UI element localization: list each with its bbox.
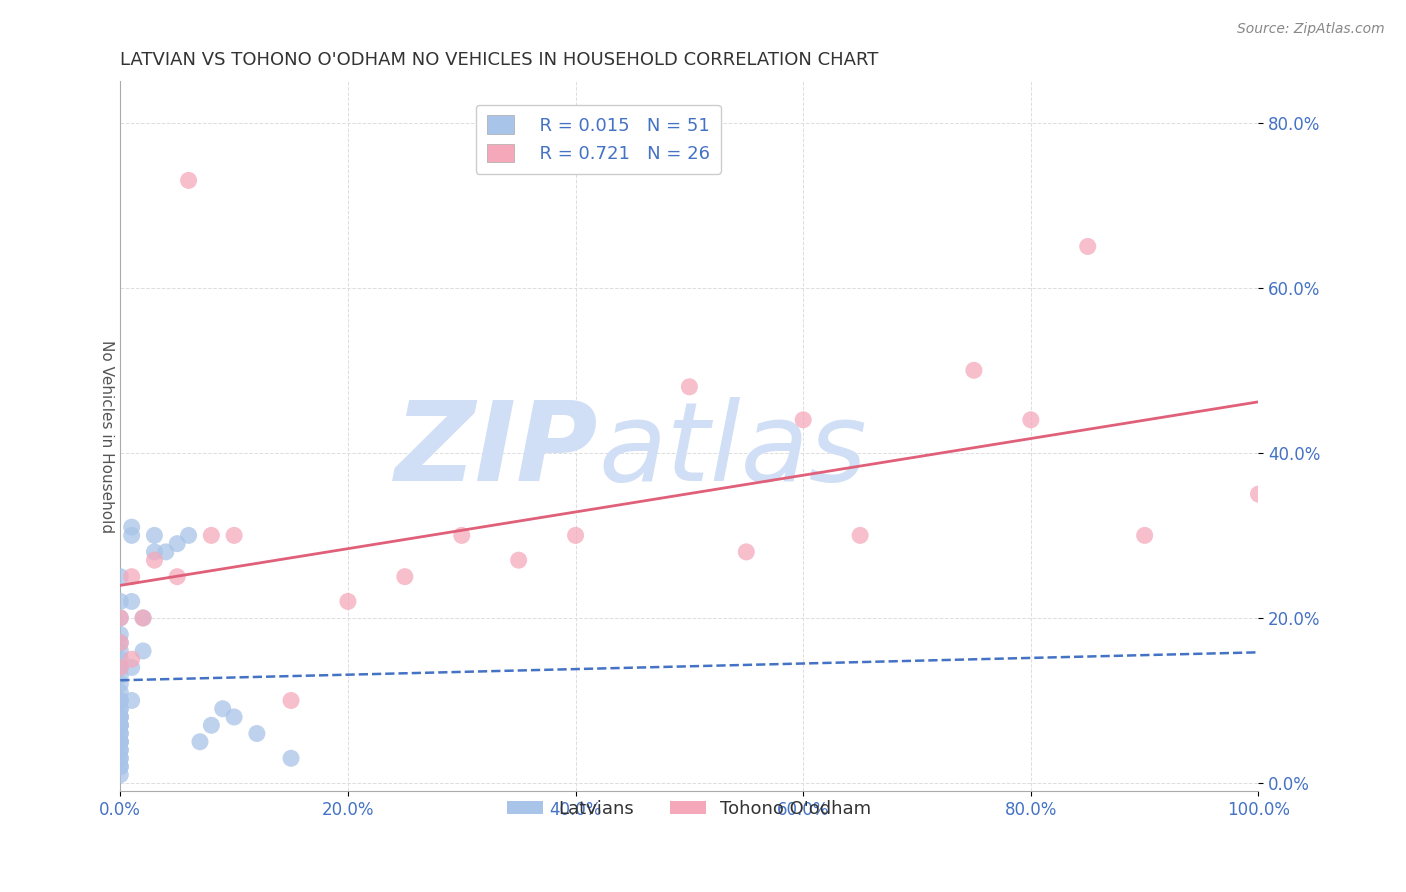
- Point: [143, 553, 166, 567]
- Point: [110, 735, 132, 749]
- Point: [564, 528, 586, 542]
- Point: [110, 718, 132, 732]
- Point: [121, 594, 143, 608]
- Point: [200, 718, 222, 732]
- Point: [121, 693, 143, 707]
- Point: [110, 660, 132, 674]
- Point: [110, 751, 132, 765]
- Point: [508, 553, 530, 567]
- Point: [280, 751, 302, 765]
- Point: [177, 528, 200, 542]
- Point: [110, 759, 132, 773]
- Point: [450, 528, 472, 542]
- Point: [110, 768, 132, 782]
- Point: [110, 718, 132, 732]
- Point: [110, 636, 132, 650]
- Text: atlas: atlas: [599, 397, 868, 504]
- Point: [200, 528, 222, 542]
- Point: [110, 702, 132, 716]
- Point: [224, 710, 246, 724]
- Point: [121, 528, 143, 542]
- Point: [143, 528, 166, 542]
- Point: [110, 611, 132, 625]
- Point: [177, 173, 200, 187]
- Point: [336, 594, 359, 608]
- Point: [110, 710, 132, 724]
- Point: [1247, 487, 1270, 501]
- Point: [110, 611, 132, 625]
- Point: [110, 735, 132, 749]
- Point: [110, 636, 132, 650]
- Point: [132, 644, 155, 658]
- Point: [110, 677, 132, 691]
- Point: [110, 743, 132, 757]
- Point: [155, 545, 177, 559]
- Point: [110, 751, 132, 765]
- Point: [110, 726, 132, 740]
- Text: ZIP: ZIP: [395, 397, 599, 504]
- Point: [394, 569, 416, 583]
- Point: [110, 685, 132, 699]
- Text: LATVIAN VS TOHONO O'ODHAM NO VEHICLES IN HOUSEHOLD CORRELATION CHART: LATVIAN VS TOHONO O'ODHAM NO VEHICLES IN…: [121, 51, 879, 69]
- Point: [735, 545, 758, 559]
- Point: [110, 759, 132, 773]
- Point: [110, 660, 132, 674]
- Point: [166, 536, 188, 550]
- Point: [246, 726, 269, 740]
- Point: [110, 693, 132, 707]
- Point: [110, 627, 132, 641]
- Text: Source: ZipAtlas.com: Source: ZipAtlas.com: [1237, 22, 1385, 37]
- Point: [121, 520, 143, 534]
- Point: [110, 702, 132, 716]
- Point: [678, 380, 700, 394]
- Point: [211, 702, 233, 716]
- Point: [110, 710, 132, 724]
- Legend: Latvians, Tohono O'odham: Latvians, Tohono O'odham: [501, 792, 879, 825]
- Y-axis label: No Vehicles in Household: No Vehicles in Household: [100, 340, 114, 533]
- Point: [110, 669, 132, 683]
- Point: [121, 569, 143, 583]
- Point: [110, 718, 132, 732]
- Point: [188, 735, 211, 749]
- Point: [1077, 239, 1099, 253]
- Point: [110, 735, 132, 749]
- Point: [110, 644, 132, 658]
- Point: [121, 652, 143, 666]
- Point: [110, 710, 132, 724]
- Point: [110, 726, 132, 740]
- Point: [143, 545, 166, 559]
- Point: [132, 611, 155, 625]
- Point: [849, 528, 872, 542]
- Point: [963, 363, 986, 377]
- Point: [110, 743, 132, 757]
- Point: [110, 569, 132, 583]
- Point: [132, 611, 155, 625]
- Point: [1019, 413, 1042, 427]
- Point: [121, 660, 143, 674]
- Point: [110, 693, 132, 707]
- Point: [224, 528, 246, 542]
- Point: [166, 569, 188, 583]
- Point: [1133, 528, 1156, 542]
- Point: [110, 594, 132, 608]
- Point: [280, 693, 302, 707]
- Point: [792, 413, 814, 427]
- Point: [110, 652, 132, 666]
